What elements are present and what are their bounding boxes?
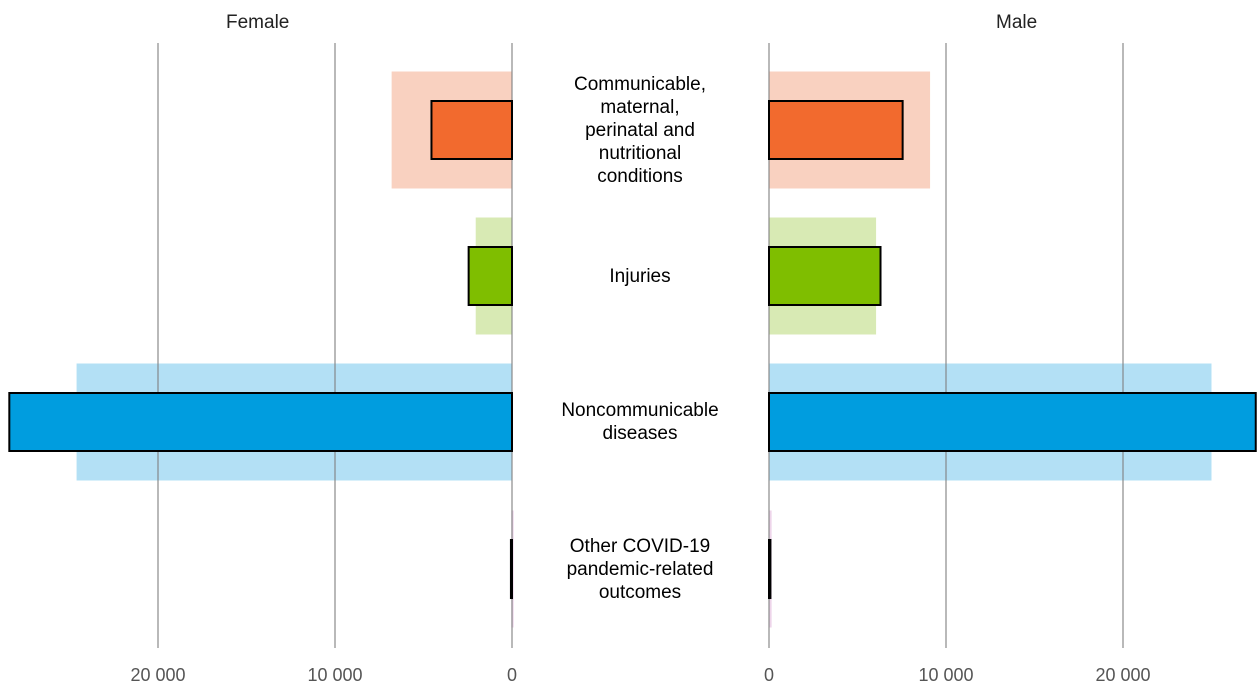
female-bar-injuries <box>467 246 514 306</box>
female-bar-noncommunicable-diseases <box>8 392 513 452</box>
male-tick-label: 0 <box>763 665 775 685</box>
female-tick-label: 10 000 <box>307 665 363 685</box>
male-bar-other-covid-19-pandemic-related-outcomes <box>768 539 772 599</box>
category-label-communicable-maternal-perinatal-and-nutritional-conditions: Communicable, maternal, perinatal and nu… <box>574 73 706 187</box>
category-label-noncommunicable-diseases: Noncommunicable diseases <box>561 400 719 444</box>
male-bar-communicable-maternal-perinatal-and-nutritional-conditions <box>768 100 904 160</box>
male-panel-title: Male <box>996 12 1038 33</box>
male-bar-noncommunicable-diseases <box>768 392 1257 452</box>
female-tick-label: 0 <box>506 665 518 685</box>
male-bar-injuries <box>768 246 882 306</box>
male-tick-label: 10 000 <box>918 665 974 685</box>
female-tick-label: 20 000 <box>130 665 186 685</box>
female-bar-other-covid-19-pandemic-related-outcomes <box>509 539 513 599</box>
male-tick-label: 20 000 <box>1095 665 1151 685</box>
category-label-injuries: Injuries <box>609 265 671 287</box>
female-bar-communicable-maternal-perinatal-and-nutritional-conditions <box>430 100 513 160</box>
category-label-other-covid-19-pandemic-related-outcomes: Other COVID-19 pandemic-related outcomes <box>566 535 714 603</box>
female-panel-title: Female <box>226 12 290 33</box>
